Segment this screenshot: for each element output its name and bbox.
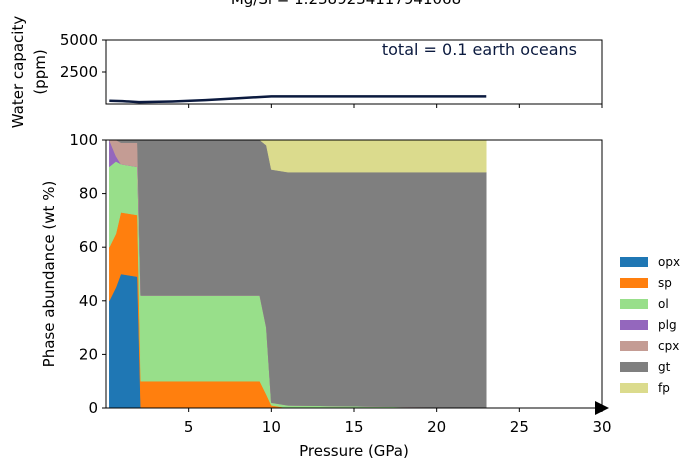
legend-label: fp bbox=[658, 381, 670, 395]
y-tick-label: 80 bbox=[79, 185, 98, 203]
x-axis-label: Pressure (GPa) bbox=[299, 442, 409, 460]
data-line bbox=[109, 95, 487, 104]
legend-label: plg bbox=[658, 318, 677, 332]
x-tick-label: 15 bbox=[344, 418, 363, 436]
legend-label: sp bbox=[658, 276, 672, 290]
y-tick-label: 0 bbox=[88, 399, 98, 417]
legend-swatch bbox=[620, 362, 648, 372]
legend-swatch bbox=[620, 320, 648, 330]
annotation: total = 0.1 earth oceans bbox=[382, 40, 577, 59]
x-tick-label: 20 bbox=[427, 418, 446, 436]
y-tick-label: 20 bbox=[79, 345, 98, 363]
x-tick-label: 30 bbox=[592, 418, 611, 436]
y-axis-label: Phase abundance (wt %) bbox=[40, 181, 58, 368]
x-tick-label: 10 bbox=[262, 418, 281, 436]
y-tick-label: 2500 bbox=[60, 63, 98, 81]
y-tick-label: 5000 bbox=[60, 31, 98, 49]
figure-title: Mg/Si = 1.2389234117941068 bbox=[231, 0, 461, 8]
legend-label: ol bbox=[658, 297, 669, 311]
y-axis-label: (ppm) bbox=[31, 49, 49, 94]
legend-label: opx bbox=[658, 255, 680, 269]
legend-swatch bbox=[620, 383, 648, 393]
x-tick-label: 25 bbox=[510, 418, 529, 436]
y-axis-label: Water capacity bbox=[9, 16, 27, 129]
y-tick-label: 100 bbox=[69, 131, 98, 149]
legend-label: cpx bbox=[658, 339, 679, 353]
y-tick-label: 60 bbox=[79, 238, 98, 256]
y-tick-label: 40 bbox=[79, 292, 98, 310]
legend-swatch bbox=[620, 341, 648, 351]
legend-swatch bbox=[620, 299, 648, 309]
x-tick-label: 5 bbox=[184, 418, 194, 436]
legend-label: gt bbox=[658, 360, 671, 374]
legend-swatch bbox=[620, 257, 648, 267]
legend-swatch bbox=[620, 278, 648, 288]
